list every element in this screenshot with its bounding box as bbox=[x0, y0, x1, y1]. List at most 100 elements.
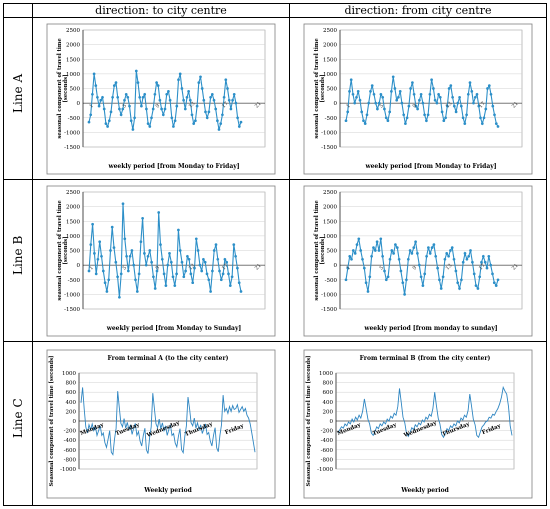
data-point bbox=[155, 80, 158, 84]
data-point bbox=[230, 274, 234, 278]
data-point bbox=[159, 242, 162, 246]
data-point bbox=[478, 274, 482, 278]
data-point bbox=[225, 260, 229, 264]
data-point bbox=[449, 248, 452, 252]
data-point bbox=[489, 263, 493, 266]
data-point bbox=[141, 95, 145, 99]
data-point bbox=[87, 120, 91, 123]
data-point bbox=[362, 118, 365, 122]
data-point bbox=[493, 112, 496, 116]
data-point bbox=[388, 110, 392, 113]
data-point bbox=[151, 107, 155, 110]
x-tick-label: 17 bbox=[221, 262, 230, 271]
data-point bbox=[123, 236, 127, 240]
data-point bbox=[397, 257, 401, 261]
y-tick-label: 400 bbox=[323, 399, 334, 405]
y-tick-label: -1000 bbox=[60, 467, 76, 473]
x-tick-label: 1 bbox=[88, 265, 94, 271]
y-axis-label: seasonal component of travel time[second… bbox=[314, 199, 326, 300]
data-point bbox=[168, 98, 172, 102]
y-tick-label: 500 bbox=[327, 248, 338, 254]
x-tick-label: 9 bbox=[412, 103, 418, 109]
y-tick-label: 200 bbox=[323, 409, 334, 415]
data-point bbox=[178, 248, 182, 252]
data-point bbox=[392, 251, 395, 255]
data-point bbox=[487, 83, 491, 87]
data-point bbox=[440, 110, 444, 113]
data-point bbox=[91, 222, 94, 226]
y-tick-label: 1000 bbox=[319, 371, 333, 377]
data-point bbox=[126, 269, 130, 272]
data-point bbox=[408, 248, 412, 252]
data-point bbox=[166, 263, 170, 266]
y-tick-label: -1000 bbox=[317, 467, 333, 473]
data-point bbox=[430, 77, 433, 81]
x-axis-label: weekly period [from monday to sunday] bbox=[363, 325, 497, 332]
data-point bbox=[212, 98, 216, 102]
y-tick-label: 1000 bbox=[66, 233, 80, 239]
x-tick-label: 17 bbox=[478, 262, 487, 271]
data-point bbox=[214, 107, 218, 110]
data-point bbox=[168, 251, 171, 255]
data-point bbox=[237, 280, 241, 284]
data-point bbox=[146, 254, 150, 258]
data-point bbox=[116, 274, 119, 278]
data-point bbox=[381, 254, 384, 258]
data-point bbox=[454, 110, 458, 113]
data-point bbox=[458, 95, 461, 99]
y-tick-label: -400 bbox=[64, 438, 77, 444]
data-point bbox=[469, 248, 472, 252]
y-tick-label: 500 bbox=[70, 248, 81, 254]
y-tick-label: 400 bbox=[66, 399, 77, 405]
chart-line-a-to: -1500 -1000 -500 0 500 1000 1500 2000 2500 1 5 9 13 1… bbox=[46, 23, 276, 174]
y-tick-label: 0 bbox=[77, 101, 81, 107]
data-point bbox=[485, 266, 489, 269]
data-point bbox=[157, 210, 161, 214]
y-axis-label: seasonal component of travel time[second… bbox=[57, 199, 69, 300]
data-point bbox=[417, 263, 421, 266]
data-point bbox=[383, 269, 386, 272]
data-point bbox=[361, 257, 364, 261]
data-point bbox=[101, 95, 104, 99]
y-tick-label: 2500 bbox=[323, 28, 337, 34]
data-point bbox=[173, 283, 177, 287]
data-point bbox=[386, 274, 390, 278]
data-point bbox=[366, 289, 370, 293]
x-tick-label: 13 bbox=[445, 100, 454, 109]
data-point bbox=[112, 245, 116, 249]
data-point bbox=[491, 104, 495, 107]
data-point bbox=[228, 283, 232, 287]
data-point bbox=[414, 239, 417, 243]
data-point bbox=[447, 254, 450, 258]
data-point bbox=[349, 77, 353, 81]
series-line bbox=[345, 238, 499, 294]
data-point bbox=[216, 118, 219, 122]
data-point bbox=[119, 112, 123, 116]
y-tick-label: -600 bbox=[321, 447, 334, 453]
data-point bbox=[161, 112, 165, 116]
data-point bbox=[379, 92, 383, 96]
data-point bbox=[434, 254, 438, 258]
data-point bbox=[487, 254, 491, 258]
data-point bbox=[344, 277, 348, 281]
y-tick-label: 2500 bbox=[66, 190, 80, 196]
data-point bbox=[400, 101, 404, 104]
data-point bbox=[143, 251, 146, 255]
data-point bbox=[110, 225, 114, 228]
data-point bbox=[452, 104, 456, 107]
data-point bbox=[109, 248, 112, 252]
data-point bbox=[406, 257, 410, 261]
chart-title: From terminal A (to the city center) bbox=[108, 355, 229, 362]
data-point bbox=[353, 101, 357, 104]
data-point bbox=[125, 254, 128, 258]
data-point bbox=[465, 257, 469, 261]
y-tick-label: -600 bbox=[64, 447, 77, 453]
data-point bbox=[430, 245, 434, 249]
data-point bbox=[96, 257, 100, 261]
data-point bbox=[470, 89, 474, 93]
data-point bbox=[471, 260, 474, 264]
data-point bbox=[107, 277, 111, 281]
data-point bbox=[209, 95, 212, 99]
data-point bbox=[390, 248, 394, 252]
data-point bbox=[472, 101, 475, 104]
